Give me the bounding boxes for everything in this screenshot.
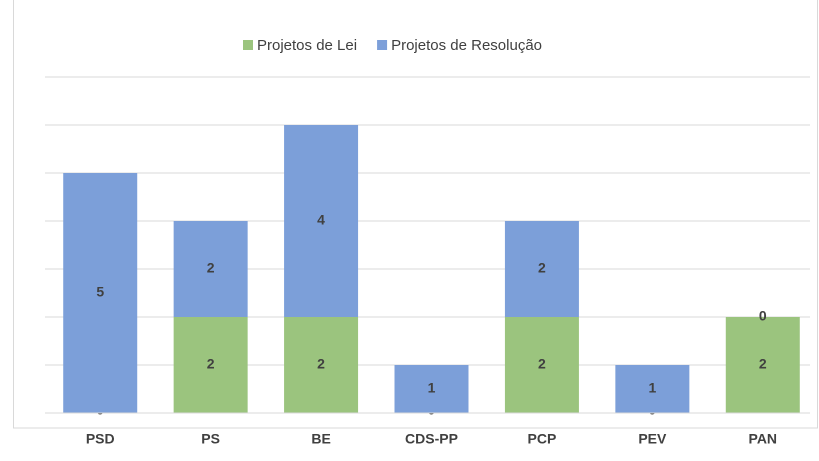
data-label: 0 — [759, 308, 767, 324]
x-tick-label: PS — [201, 431, 220, 447]
x-tick-label: BE — [311, 431, 330, 447]
data-label: 5 — [96, 284, 104, 300]
bar-segment — [63, 173, 138, 413]
data-label: 1 — [428, 380, 436, 396]
bar-segment — [394, 365, 469, 413]
bar-segment — [725, 317, 800, 413]
bar-segment — [504, 317, 579, 413]
data-label: 2 — [538, 356, 546, 372]
bar-segment — [284, 125, 359, 317]
bar-segment — [284, 317, 359, 413]
data-label: 2 — [207, 356, 215, 372]
x-tick-label: PCP — [528, 431, 557, 447]
chart-frame — [13, 0, 818, 429]
data-label: 1 — [648, 380, 656, 396]
x-tick-label: PEV — [638, 431, 667, 447]
data-label: 2 — [538, 260, 546, 276]
x-tick-label: PSD — [86, 431, 115, 447]
legend-swatch — [243, 40, 253, 50]
legend-swatch — [377, 40, 388, 50]
x-tick-label: PAN — [749, 431, 778, 447]
bar-segment — [173, 221, 248, 317]
bar-segment — [504, 221, 579, 317]
legend-label: Projetos de Resolução — [391, 37, 542, 54]
bar-segment — [173, 317, 248, 413]
x-tick-label: CDS-PP — [405, 431, 458, 447]
data-label: 2 — [759, 356, 767, 372]
data-label: 2 — [207, 260, 215, 276]
bar-segment — [615, 365, 690, 413]
data-label: 2 — [317, 356, 325, 372]
data-label: 4 — [317, 212, 325, 228]
legend-label: Projetos de Lei — [257, 37, 357, 54]
